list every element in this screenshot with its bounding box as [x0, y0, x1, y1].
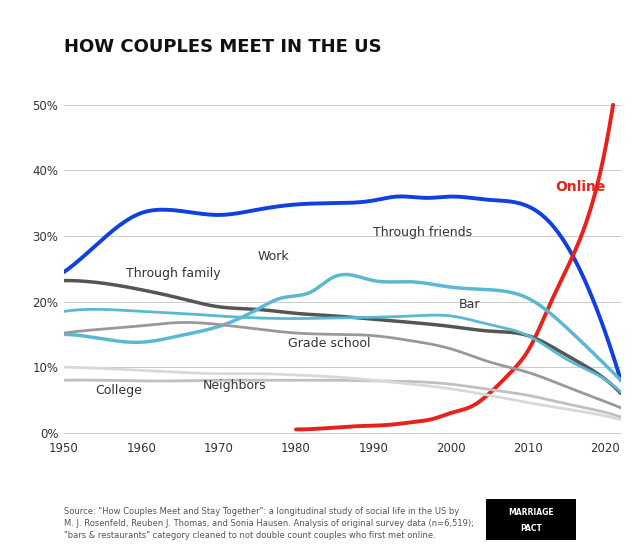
Text: Grade school: Grade school	[288, 337, 371, 350]
Text: PACT: PACT	[520, 524, 542, 532]
Text: MARRIAGE: MARRIAGE	[508, 508, 554, 518]
Text: Bar: Bar	[458, 298, 480, 311]
Text: Through family: Through family	[126, 267, 221, 280]
Text: Neighbors: Neighbors	[204, 379, 267, 392]
Text: Source: "How Couples Meet and Stay Together": a longitudinal study of social lif: Source: "How Couples Meet and Stay Toget…	[64, 507, 474, 540]
Text: Online: Online	[555, 180, 605, 193]
Text: HOW COUPLES MEET IN THE US: HOW COUPLES MEET IN THE US	[64, 38, 381, 56]
Text: Work: Work	[257, 251, 289, 263]
Text: Through friends: Through friends	[373, 226, 472, 239]
Text: College: College	[95, 384, 142, 397]
